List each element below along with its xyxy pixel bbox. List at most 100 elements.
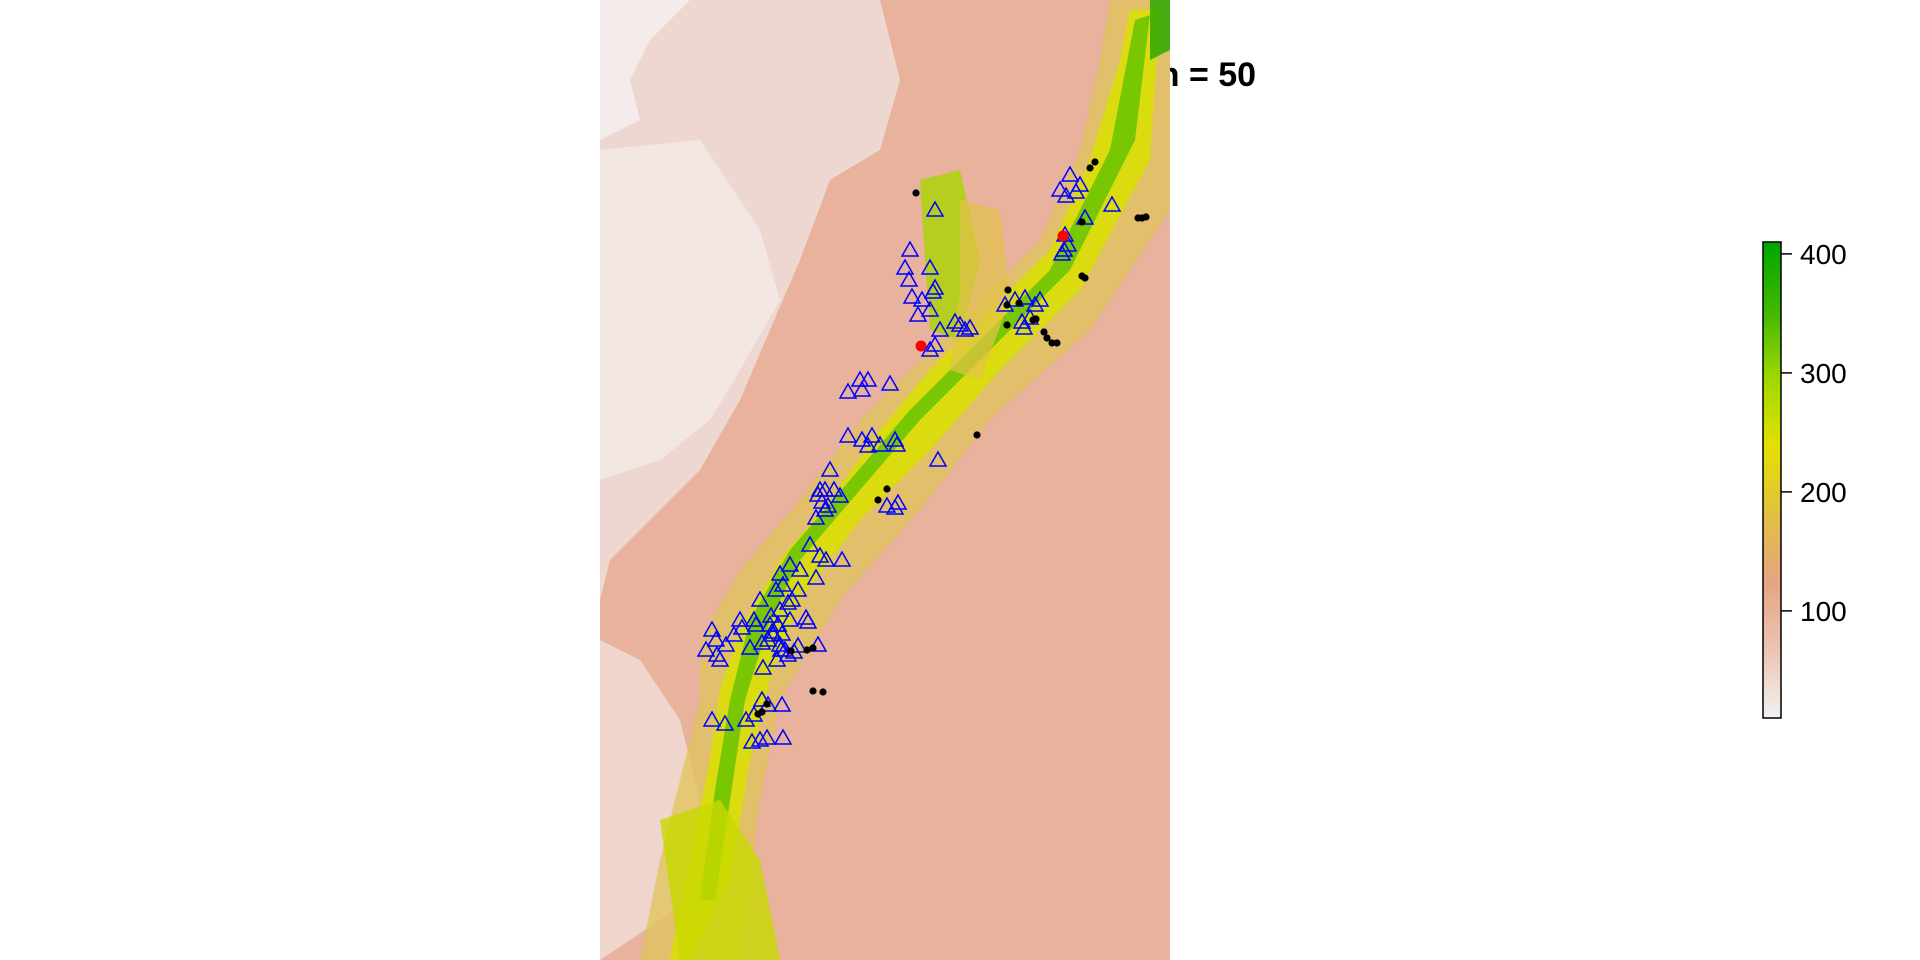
background-dot-marker [1086, 164, 1094, 172]
presence-triangle-marker [767, 650, 787, 667]
presence-triangle-marker [772, 695, 792, 712]
presence-triangle-marker [858, 436, 878, 453]
presence-triangle-marker [800, 535, 820, 552]
presence-triangle-marker [900, 240, 920, 257]
presence-triangle-marker [908, 305, 928, 322]
presence-triangle-marker [796, 608, 816, 625]
presence-triangle-marker [815, 480, 835, 497]
presence-triangle-marker [778, 593, 798, 610]
presence-triangle-marker [702, 710, 722, 727]
presence-triangle-marker [838, 382, 858, 399]
background-dot-marker [758, 708, 766, 716]
presence-triangle-marker [732, 618, 752, 635]
legend-tick-label: 100 [1800, 596, 1847, 627]
presence-triangle-marker [816, 550, 836, 567]
presence-triangle-marker [761, 606, 781, 623]
presence-triangle-marker [740, 638, 760, 655]
legend-colorbar [1762, 241, 1782, 719]
background-dot-marker [803, 646, 811, 654]
presence-triangle-marker [1015, 288, 1035, 305]
presence-triangle-marker [1014, 318, 1034, 335]
presence-triangle-marker [945, 312, 965, 329]
background-dot-marker [809, 644, 817, 652]
presence-triangle-marker [746, 615, 766, 632]
background-dot-marker [1078, 218, 1086, 226]
highlight-red-marker [1057, 230, 1069, 242]
background-dot-marker [1015, 299, 1023, 307]
presence-triangle-marker [838, 426, 858, 443]
background-dot-marker [1003, 301, 1011, 309]
presence-triangle-marker [928, 450, 948, 467]
presence-triangle-marker [815, 500, 835, 517]
presence-triangle-marker [780, 610, 800, 627]
presence-triangle-marker [753, 658, 773, 675]
presence-triangle-marker [810, 546, 830, 563]
presence-triangle-marker [885, 498, 905, 515]
highlight-red-marker [915, 340, 927, 352]
presence-triangle-marker [923, 282, 943, 299]
presence-triangle-marker [750, 590, 770, 607]
presence-triangle-marker [925, 200, 945, 217]
presence-triangle-marker [1075, 208, 1095, 225]
presence-triangle-marker [920, 258, 940, 275]
presence-triangle-marker [750, 730, 770, 747]
elevation-legend: 100 200 300 400 [1762, 239, 1847, 719]
presence-triangle-marker [808, 635, 828, 652]
presence-triangle-marker [852, 380, 872, 397]
presence-triangle-marker [899, 270, 919, 287]
presence-triangle-marker [1058, 235, 1078, 252]
presence-triangle-marker [1102, 195, 1122, 212]
presence-triangle-marker [790, 560, 810, 577]
background-dot-marker [1032, 315, 1040, 323]
presence-triangle-marker [862, 426, 882, 443]
elevation-raster [600, 0, 1170, 960]
presence-triangle-marker [920, 340, 940, 357]
background-dot-marker [1003, 321, 1011, 329]
presence-triangle-marker [887, 435, 907, 452]
raster-sea-pale [600, 0, 690, 140]
background-dot-marker [819, 688, 827, 696]
presence-triangle-marker [912, 290, 932, 307]
presence-triangle-marker [730, 610, 750, 627]
presence-triangle-marker [820, 460, 840, 477]
presence-triangle-marker [715, 714, 735, 731]
raster-valley-orange [950, 200, 1010, 380]
background-dot-marker [787, 647, 795, 655]
presence-triangle-marker [895, 258, 915, 275]
background-dot-marker [883, 485, 891, 493]
presence-triangle-marker [830, 486, 850, 503]
presence-triangle-marker [706, 630, 726, 647]
presence-triangle-marker [736, 710, 756, 727]
presence-triangle-marker [766, 580, 786, 597]
presence-triangle-marker [1025, 295, 1045, 312]
occurrence-points [696, 158, 1150, 749]
presence-triangle-marker [1052, 244, 1072, 261]
presence-triangle-marker [1066, 182, 1086, 199]
background-dot-marker [1081, 274, 1089, 282]
presence-triangle-marker [1012, 312, 1032, 329]
presence-triangle-marker [1060, 165, 1080, 182]
presence-triangle-marker [771, 640, 791, 657]
background-dot-marker [1053, 339, 1061, 347]
presence-triangle-marker [870, 435, 890, 452]
legend-ticks: 100 200 300 400 [1781, 239, 1847, 627]
presence-triangle-marker [902, 287, 922, 304]
background-dot-marker [874, 496, 882, 504]
presence-triangle-marker [1030, 290, 1050, 307]
presence-triangle-marker [780, 555, 800, 572]
presence-triangle-marker [960, 318, 980, 335]
background-dot-marker [1091, 158, 1099, 166]
presence-triangle-marker [770, 564, 790, 581]
background-dot-marker [912, 189, 920, 197]
background-dot-marker [1040, 328, 1048, 336]
presence-triangle-marker [773, 728, 793, 745]
presence-triangle-marker [757, 728, 777, 745]
presence-triangle-marker [788, 636, 808, 653]
presence-triangle-marker [782, 590, 802, 607]
presence-triangle-marker [852, 430, 872, 447]
presence-triangle-marker [930, 320, 950, 337]
presence-triangle-marker [824, 480, 844, 497]
presence-triangle-marker [710, 650, 730, 667]
presence-triangle-marker [832, 550, 852, 567]
background-dot-marker [973, 431, 981, 439]
